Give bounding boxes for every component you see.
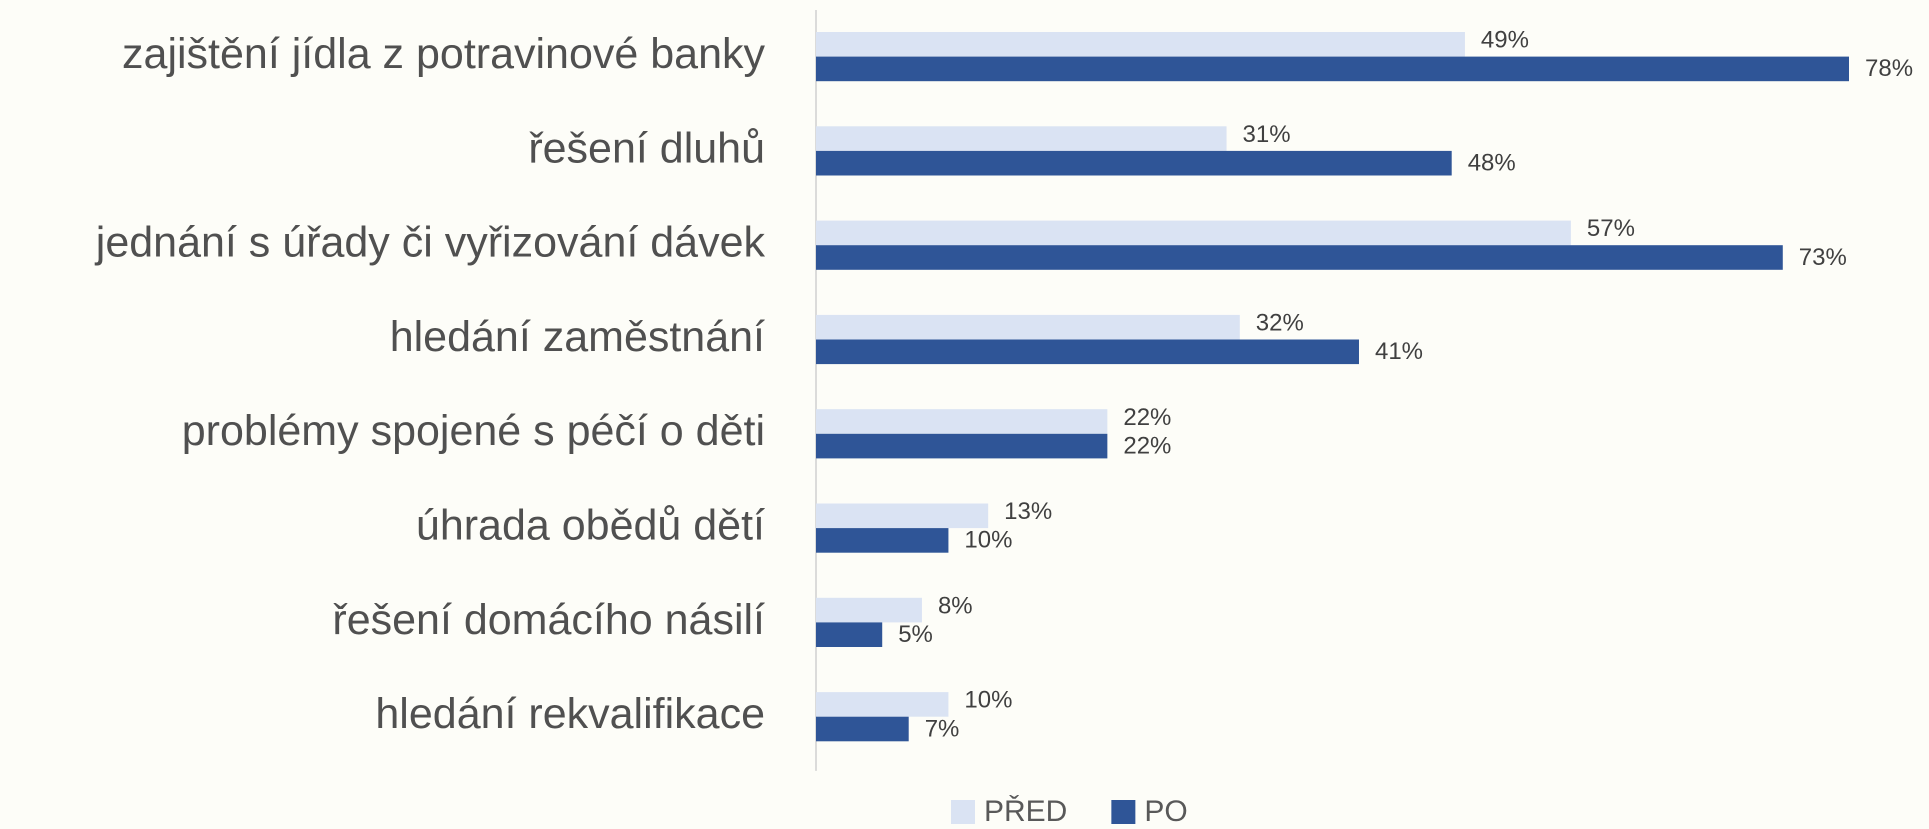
bar <box>816 409 1108 434</box>
bar <box>816 692 949 717</box>
bar <box>816 314 1240 340</box>
category-label: hledání rekvalifikace <box>375 690 765 738</box>
bar <box>816 339 1359 365</box>
legend-swatch <box>1111 800 1136 824</box>
legend-label: PO <box>1144 795 1187 828</box>
value-label: 10% <box>964 527 1012 554</box>
value-label: 8% <box>938 592 973 619</box>
category-label: hledání zaměstnání <box>390 313 765 361</box>
category-label: zajištění jídla z potravinové banky <box>122 30 765 78</box>
bar <box>816 433 1108 459</box>
value-label: 48% <box>1468 150 1516 177</box>
bar <box>816 245 1783 270</box>
category-label: úhrada obědů dětí <box>416 501 765 549</box>
value-label: 57% <box>1587 215 1635 242</box>
category-label: řešení dluhů <box>528 124 765 172</box>
value-label: 32% <box>1256 310 1304 337</box>
category-label: jednání s úřady či vyřizování dávek <box>94 219 766 267</box>
bar <box>816 597 922 623</box>
value-label: 10% <box>964 687 1012 714</box>
legend-swatch <box>951 800 975 824</box>
bar <box>816 220 1571 246</box>
value-label: 7% <box>925 715 960 742</box>
value-label: 41% <box>1375 338 1423 365</box>
bar <box>816 150 1452 176</box>
bar <box>816 126 1227 151</box>
category-label: řešení domácího násilí <box>332 596 765 644</box>
bar <box>816 622 883 647</box>
category-label: problémy spojené s péčí o děti <box>182 407 765 455</box>
value-label: 49% <box>1481 27 1529 54</box>
bar <box>816 56 1849 82</box>
value-label: 78% <box>1865 55 1913 82</box>
bar <box>816 528 949 553</box>
bar <box>816 716 909 742</box>
value-label: 22% <box>1123 404 1171 431</box>
bar <box>816 32 1465 57</box>
value-label: 22% <box>1123 432 1171 459</box>
value-label: 73% <box>1799 244 1847 271</box>
legend-label: PŘED <box>984 795 1067 828</box>
bar <box>816 503 989 529</box>
value-label: 13% <box>1004 498 1052 525</box>
value-label: 31% <box>1243 121 1291 148</box>
value-label: 5% <box>898 621 933 648</box>
